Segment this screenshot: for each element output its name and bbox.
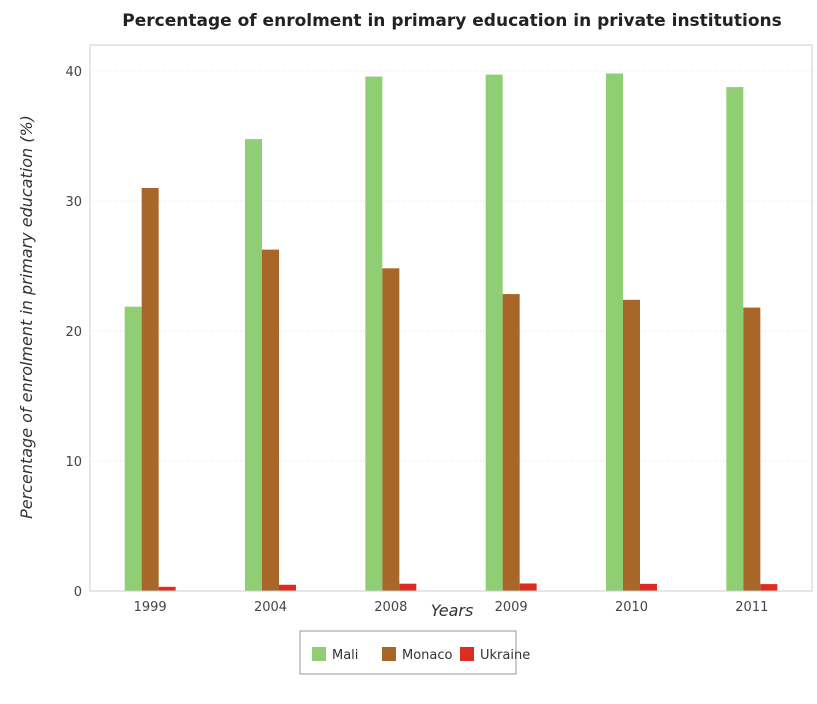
x-axis-label: Years <box>431 601 474 620</box>
bar-ukraine-2004 <box>279 584 296 591</box>
bar-mali-2009 <box>485 74 503 591</box>
bar-mali-2004 <box>245 139 262 591</box>
legend-swatch-monaco <box>382 647 396 661</box>
bar-monaco-2009 <box>502 294 520 591</box>
bar-ukraine-2011 <box>760 584 778 591</box>
bars <box>124 73 778 592</box>
bar-monaco-2008 <box>382 268 400 591</box>
y-tick-label: 20 <box>65 325 82 340</box>
bar-mali-2011 <box>726 87 744 592</box>
legend-swatch-mali <box>312 647 326 661</box>
x-tick-label: 1999 <box>134 600 167 615</box>
legend-box <box>299 630 517 675</box>
bar-ukraine-2010 <box>640 583 657 591</box>
bar-ukraine-1999 <box>158 586 176 591</box>
y-tick-label: 0 <box>74 585 82 600</box>
gridlines <box>90 70 812 592</box>
bar-monaco-2010 <box>623 299 640 591</box>
x-tick-label: 2004 <box>254 600 287 615</box>
y-axis-ticks: 0 10 20 30 40 <box>65 65 82 600</box>
plot-frame <box>89 44 813 592</box>
bar-ukraine-2008 <box>399 583 417 591</box>
bar-mali-2010 <box>606 73 623 592</box>
y-tick-label: 10 <box>65 455 82 470</box>
legend: Mali Monaco Ukraine <box>299 630 530 675</box>
bar-monaco-2011 <box>743 307 761 591</box>
bar-monaco-2004 <box>262 249 279 591</box>
bar-ukraine-2009 <box>519 583 537 591</box>
bar-mali-2008 <box>365 76 383 592</box>
y-tick-label: 40 <box>65 65 82 80</box>
x-tick-label: 2008 <box>374 600 407 615</box>
bar-monaco-1999 <box>141 188 159 591</box>
chart-title: Percentage of enrolment in primary educa… <box>122 11 781 31</box>
y-tick-label: 30 <box>65 195 82 210</box>
y-axis-label: Percentage of enrolment in primary educa… <box>17 115 36 519</box>
legend-label-mali: Mali <box>332 648 358 663</box>
x-tick-label: 2009 <box>495 600 528 615</box>
legend-swatch-ukraine <box>460 647 474 661</box>
x-tick-label: 2010 <box>615 600 648 615</box>
x-tick-label: 2011 <box>735 600 768 615</box>
legend-label-monaco: Monaco <box>402 648 453 663</box>
legend-label-ukraine: Ukraine <box>480 648 530 663</box>
x-axis-ticks: 1999 2004 2008 2009 2010 2011 <box>134 600 769 615</box>
bar-mali-1999 <box>124 306 142 591</box>
